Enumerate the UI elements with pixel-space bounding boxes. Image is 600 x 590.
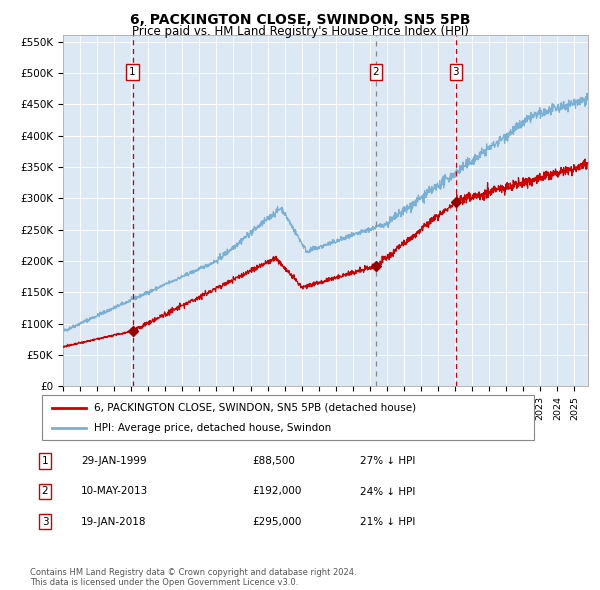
Text: 3: 3 [41,517,49,526]
Text: 21% ↓ HPI: 21% ↓ HPI [360,517,415,526]
Text: £88,500: £88,500 [252,457,295,466]
Text: 2: 2 [41,487,49,496]
Text: 27% ↓ HPI: 27% ↓ HPI [360,457,415,466]
Text: 6, PACKINGTON CLOSE, SWINDON, SN5 5PB: 6, PACKINGTON CLOSE, SWINDON, SN5 5PB [130,13,470,27]
FancyBboxPatch shape [42,395,534,440]
Text: 29-JAN-1999: 29-JAN-1999 [81,457,146,466]
Text: 1: 1 [41,457,49,466]
Text: 10-MAY-2013: 10-MAY-2013 [81,487,148,496]
Text: 3: 3 [452,67,459,77]
Text: 2: 2 [373,67,379,77]
Text: 6, PACKINGTON CLOSE, SWINDON, SN5 5PB (detached house): 6, PACKINGTON CLOSE, SWINDON, SN5 5PB (d… [94,403,416,412]
Text: Price paid vs. HM Land Registry's House Price Index (HPI): Price paid vs. HM Land Registry's House … [131,25,469,38]
Text: 24% ↓ HPI: 24% ↓ HPI [360,487,415,496]
Text: 1: 1 [129,67,136,77]
Text: HPI: Average price, detached house, Swindon: HPI: Average price, detached house, Swin… [94,424,331,434]
Text: £192,000: £192,000 [252,487,301,496]
Text: Contains HM Land Registry data © Crown copyright and database right 2024.
This d: Contains HM Land Registry data © Crown c… [30,568,356,587]
Text: 19-JAN-2018: 19-JAN-2018 [81,517,146,526]
Text: £295,000: £295,000 [252,517,301,526]
